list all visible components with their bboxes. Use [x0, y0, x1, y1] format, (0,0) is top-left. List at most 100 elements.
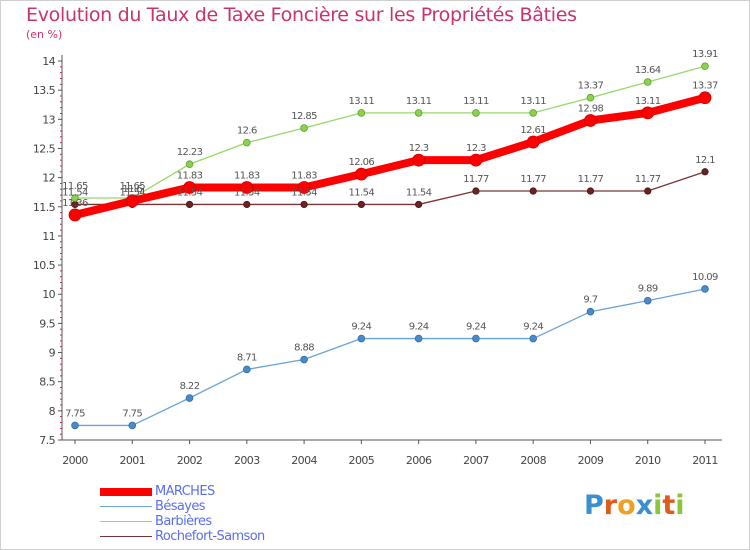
series-point-3 [415, 200, 423, 209]
x-tick-label: 2005 [349, 454, 375, 467]
series-point-1 [701, 285, 709, 293]
series-point-0 [526, 135, 540, 149]
series-point-1 [357, 334, 366, 343]
series-point-2 [300, 124, 308, 132]
series-point-2 [586, 93, 595, 102]
series-point-3 [701, 168, 709, 176]
series-point-0 [297, 181, 311, 194]
series-point-3 [357, 200, 365, 209]
data-label-1: 7.75 [122, 408, 142, 419]
x-tick-label: 2001 [119, 454, 145, 467]
y-tick-label: 9.5 [39, 317, 55, 330]
series-point-1 [414, 334, 423, 343]
data-label-1: 7.75 [65, 408, 85, 419]
series-point-1 [300, 355, 308, 364]
series-point-3 [644, 187, 652, 195]
y-tick-label: 13 [42, 113, 55, 126]
chart-title: Evolution du Taux de Taxe Foncière sur l… [26, 4, 577, 26]
chart-subtitle: (en %) [26, 28, 63, 41]
series-point-1 [472, 334, 480, 343]
data-label-2: 13.37 [578, 81, 604, 92]
data-label-3: 11.77 [520, 174, 546, 185]
data-label-0: 13.11 [635, 96, 661, 107]
series-point-2 [643, 78, 652, 86]
y-tick-label: 11 [42, 230, 55, 243]
data-label-3: 11.54 [406, 187, 432, 198]
data-label-2: 11.65 [119, 181, 145, 192]
series-point-2 [529, 109, 537, 117]
y-tick-label: 8 [49, 405, 56, 418]
x-tick-label: 2003 [234, 454, 260, 467]
series-point-3 [300, 200, 308, 209]
data-label-3: 11.54 [291, 187, 317, 198]
data-label-2: 13.64 [635, 65, 661, 76]
legend-label: MARCHES [155, 484, 215, 499]
y-tick-label: 12.5 [33, 142, 56, 155]
x-tick-label: 2000 [62, 454, 88, 467]
legend-swatch [100, 520, 152, 523]
legend-swatch [100, 505, 152, 508]
data-label-2: 13.11 [406, 96, 432, 107]
series-line-1 [75, 288, 706, 427]
x-tick-label: 2007 [463, 454, 489, 467]
series-line-3 [75, 171, 706, 206]
data-label-3: 11.54 [349, 187, 375, 198]
data-label-3: 11.54 [234, 187, 260, 198]
legend-swatch [100, 535, 152, 538]
series-line-0 [74, 93, 707, 219]
series-point-1 [643, 296, 652, 305]
logo-letter: x [635, 490, 654, 521]
x-tick-label: 2010 [635, 454, 661, 467]
data-label-2: 13.11 [349, 96, 375, 107]
series-point-0 [68, 208, 82, 222]
data-label-3: 11.77 [635, 174, 661, 185]
legend-item: Barbières [100, 514, 265, 529]
x-tick-label: 2011 [692, 454, 718, 467]
data-label-1: 9.89 [638, 284, 658, 295]
logo-letter: t [662, 490, 676, 521]
data-label-0: 12.61 [520, 125, 546, 136]
series-point-2 [71, 194, 79, 202]
data-label-3: 11.54 [119, 187, 145, 198]
y-tick-label: 7.5 [39, 434, 55, 447]
logo-letter: P [584, 490, 604, 521]
logo-letter: r [603, 490, 618, 521]
legend-swatch [100, 487, 152, 496]
y-tick-label: 8.5 [39, 376, 55, 389]
y-tick-label: 13.5 [33, 84, 56, 97]
data-label-1: 9.7 [583, 295, 597, 306]
data-label-0: 11.6 [122, 184, 142, 195]
series-point-2 [357, 109, 366, 117]
data-label-2: 12.23 [177, 147, 203, 158]
data-label-2: 12.6 [237, 126, 257, 137]
data-label-0: 11.83 [234, 171, 260, 182]
legend-item: Rochefort-Samson [100, 529, 265, 544]
legend: MARCHES Bésayes Barbières Rochefort-Samson [100, 484, 265, 544]
data-label-3: 12.1 [695, 155, 715, 166]
legend-label: Barbières [155, 514, 212, 529]
series-point-1 [185, 394, 194, 402]
logo-letter: o [617, 490, 636, 521]
series-point-1 [71, 421, 79, 430]
proxiti-logo: Proxiti [584, 490, 685, 521]
series-point-3 [586, 187, 595, 195]
y-tick-label: 9 [49, 347, 56, 360]
y-tick-label: 10 [42, 288, 55, 301]
series-point-1 [586, 307, 595, 316]
data-label-1: 8.88 [294, 343, 314, 354]
series-line-2 [75, 65, 706, 199]
data-label-0: 11.36 [62, 198, 88, 209]
data-label-2: 12.85 [291, 111, 317, 122]
data-label-0: 13.37 [692, 81, 718, 92]
x-tick-label: 2002 [177, 454, 203, 467]
series-point-0 [698, 91, 712, 105]
data-label-1: 9.24 [466, 322, 486, 333]
series-point-1 [128, 421, 137, 430]
series-point-3 [472, 187, 480, 195]
legend-item: Bésayes [100, 499, 265, 514]
data-label-0: 12.3 [466, 143, 486, 154]
series-point-0 [240, 181, 254, 194]
data-label-0: 12.3 [409, 143, 429, 154]
series-point-0 [354, 167, 368, 181]
